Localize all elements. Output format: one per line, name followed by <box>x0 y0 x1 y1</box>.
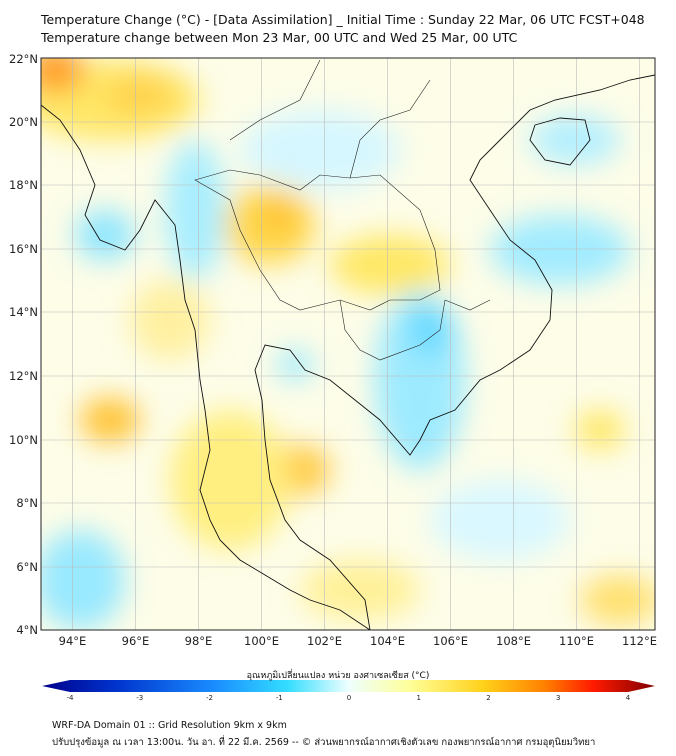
lon-label: 98°E <box>185 634 213 648</box>
colorbar-tick: -2 <box>206 694 213 700</box>
lon-label: 94°E <box>59 634 87 648</box>
colorbar-tick: 0 <box>347 694 351 700</box>
colorbar-tick: 1 <box>417 694 421 700</box>
colorbar-tick: 3 <box>556 694 560 700</box>
map-frame <box>40 57 656 631</box>
lon-axis-labels: 94°E 96°E 98°E 100°E 102°E 104°E 106°E 1… <box>59 634 657 648</box>
lat-label: 4°N <box>16 623 38 637</box>
colorbar-tick: -4 <box>67 694 75 700</box>
coastlines <box>41 74 655 630</box>
lon-label: 102°E <box>307 634 342 648</box>
temperature-field <box>41 58 655 630</box>
lat-label: 20°N <box>9 115 38 129</box>
footer-model-info: WRF-DA Domain 01 :: Grid Resolution 9km … <box>52 720 287 731</box>
temperature-map: 94°E 96°E 98°E 100°E 102°E 104°E 106°E 1… <box>9 52 657 700</box>
colorbar-tick: 2 <box>486 694 490 700</box>
lat-label: 16°N <box>9 242 38 256</box>
lat-label: 8°N <box>16 496 38 510</box>
colorbar-tick: -1 <box>276 694 283 700</box>
lat-label: 12°N <box>9 369 38 383</box>
lat-label: 22°N <box>9 52 38 66</box>
lon-label: 100°E <box>244 634 279 648</box>
lon-label: 96°E <box>122 634 150 648</box>
footer-credit: ปรับปรุงข้อมูล ณ เวลา 13:00น. วัน อา. ที… <box>52 737 596 748</box>
lon-label: 112°E <box>622 634 657 648</box>
lon-label: 106°E <box>433 634 468 648</box>
colorbar-tick: -3 <box>136 694 143 700</box>
lat-axis-labels: 22°N 20°N 18°N 16°N 14°N 12°N 10°N 8°N 6… <box>9 52 38 637</box>
lon-label: 110°E <box>559 634 594 648</box>
lat-label: 18°N <box>9 178 38 192</box>
colorbar-title: อุณหภูมิเปลี่ยนแปลง หน่วย องศาเซลเซียส (… <box>246 671 430 681</box>
lon-label: 104°E <box>370 634 405 648</box>
grid-lines <box>41 58 655 630</box>
colorbar-tick: 4 <box>626 694 631 700</box>
lon-label: 108°E <box>496 634 531 648</box>
chart-subtitle: Temperature change between Mon 23 Mar, 0… <box>41 30 518 45</box>
lat-label: 14°N <box>9 305 38 319</box>
lat-label: 10°N <box>9 433 38 447</box>
chart-title: Temperature Change (°C) - [Data Assimila… <box>41 12 645 27</box>
lat-label: 6°N <box>16 560 38 574</box>
colorbar: -4 -3 -2 -1 0 1 2 3 4 <box>42 680 655 700</box>
borders <box>194 59 491 361</box>
